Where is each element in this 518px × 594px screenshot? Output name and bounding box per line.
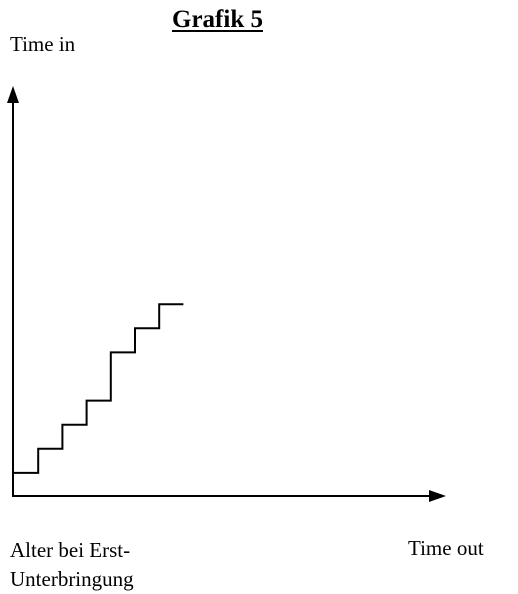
step-line <box>14 303 184 474</box>
x-axis-arrowhead <box>429 490 446 502</box>
x-axis-left-label-line-1: Alter bei Erst- <box>10 538 131 562</box>
y-axis-arrowhead <box>7 86 19 103</box>
diagram-title: Grafik 5 <box>172 6 263 33</box>
x-axis-right-label: Time out <box>408 536 484 560</box>
x-axis-left-label-line-2: Unterbringung <box>10 567 134 591</box>
x-axis-left-label: Alter bei Erst- Unterbringung <box>10 536 210 594</box>
y-axis-label: Time in <box>10 32 76 56</box>
